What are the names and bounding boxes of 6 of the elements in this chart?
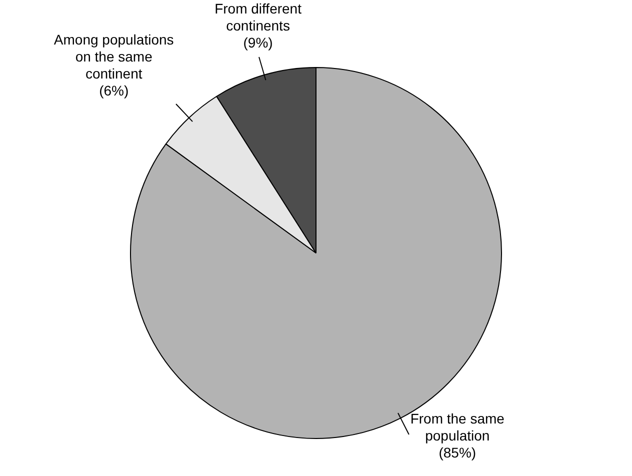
data-label: (9%) xyxy=(243,34,273,50)
data-label: (85%) xyxy=(438,444,476,460)
slice-label: From different continents xyxy=(214,0,302,34)
slice-label: From the same population xyxy=(410,410,505,444)
data-label: (6%) xyxy=(99,82,129,98)
slice-label: Among populations on the same continent xyxy=(54,31,174,82)
